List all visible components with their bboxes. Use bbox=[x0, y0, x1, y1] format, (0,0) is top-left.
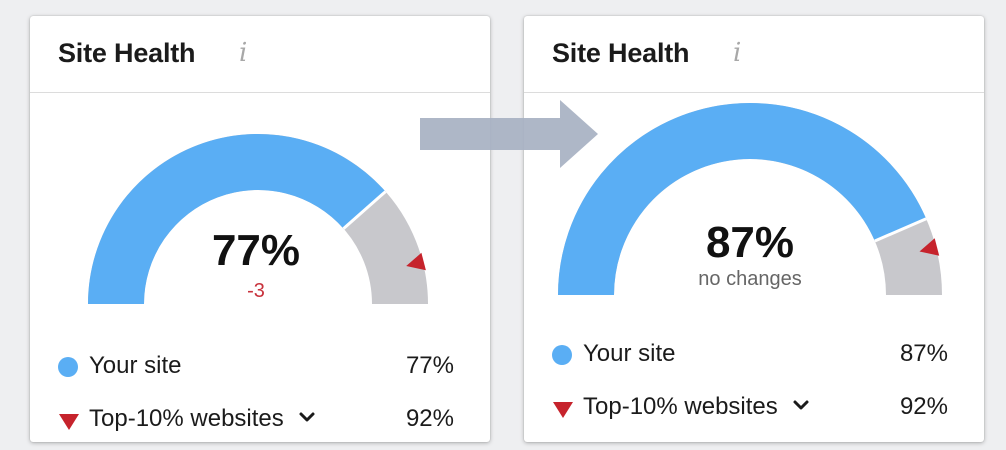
gauge-separator bbox=[874, 217, 927, 243]
legend-row-top10[interactable]: Top-10% websites 92% bbox=[552, 391, 948, 423]
site-health-card-before: Site Health i 77% -3 Your site 77% Top-1… bbox=[30, 16, 490, 442]
legend-value: 92% bbox=[899, 393, 948, 420]
legend-value: 77% bbox=[405, 352, 454, 379]
top10-marker bbox=[406, 252, 426, 271]
legend-row-your-site: Your site 77% bbox=[58, 350, 454, 382]
transition-arrow-icon bbox=[420, 100, 598, 168]
card-title: Site Health bbox=[58, 38, 196, 68]
chevron-down-icon[interactable] bbox=[298, 411, 316, 423]
legend-value: 92% bbox=[405, 405, 454, 432]
legend-row-top10[interactable]: Top-10% websites 92% bbox=[58, 403, 454, 435]
legend-label: Top-10% websites bbox=[89, 405, 284, 432]
card-header: Site Health i bbox=[30, 16, 490, 93]
legend-label: Your site bbox=[583, 340, 676, 367]
info-icon[interactable]: i bbox=[733, 38, 742, 68]
gauge-separator bbox=[342, 190, 387, 230]
site-health-gauge bbox=[558, 103, 942, 296]
top10-marker bbox=[919, 238, 940, 256]
gauge-your-site-arc bbox=[88, 134, 386, 305]
score-change: no changes bbox=[698, 268, 802, 290]
legend-value: 87% bbox=[899, 340, 948, 367]
info-icon[interactable]: i bbox=[239, 38, 248, 68]
legend-label-top10-dropdown[interactable]: Top-10% websites bbox=[89, 403, 316, 435]
score-change: -3 bbox=[247, 280, 265, 302]
legend-label: Your site bbox=[89, 352, 182, 379]
legend-row-your-site: Your site 87% bbox=[552, 338, 948, 370]
legend-label: Top-10% websites bbox=[583, 393, 778, 420]
chevron-down-icon[interactable] bbox=[792, 399, 810, 411]
gauge-score: 77% bbox=[211, 226, 301, 275]
your-site-dot-icon bbox=[58, 357, 78, 377]
gauge-your-site-arc bbox=[558, 103, 927, 296]
legend-label-top10-dropdown[interactable]: Top-10% websites bbox=[583, 391, 810, 423]
triangle-down-icon bbox=[59, 414, 79, 430]
gauge-score: 87% bbox=[705, 218, 795, 267]
card-title: Site Health bbox=[552, 38, 690, 68]
your-site-dot-icon bbox=[552, 345, 572, 365]
site-health-gauge bbox=[88, 134, 428, 305]
site-health-card-after: Site Health i 87% no changes Your site 8… bbox=[524, 16, 984, 442]
card-header: Site Health i bbox=[524, 16, 984, 93]
triangle-down-icon bbox=[553, 402, 573, 418]
